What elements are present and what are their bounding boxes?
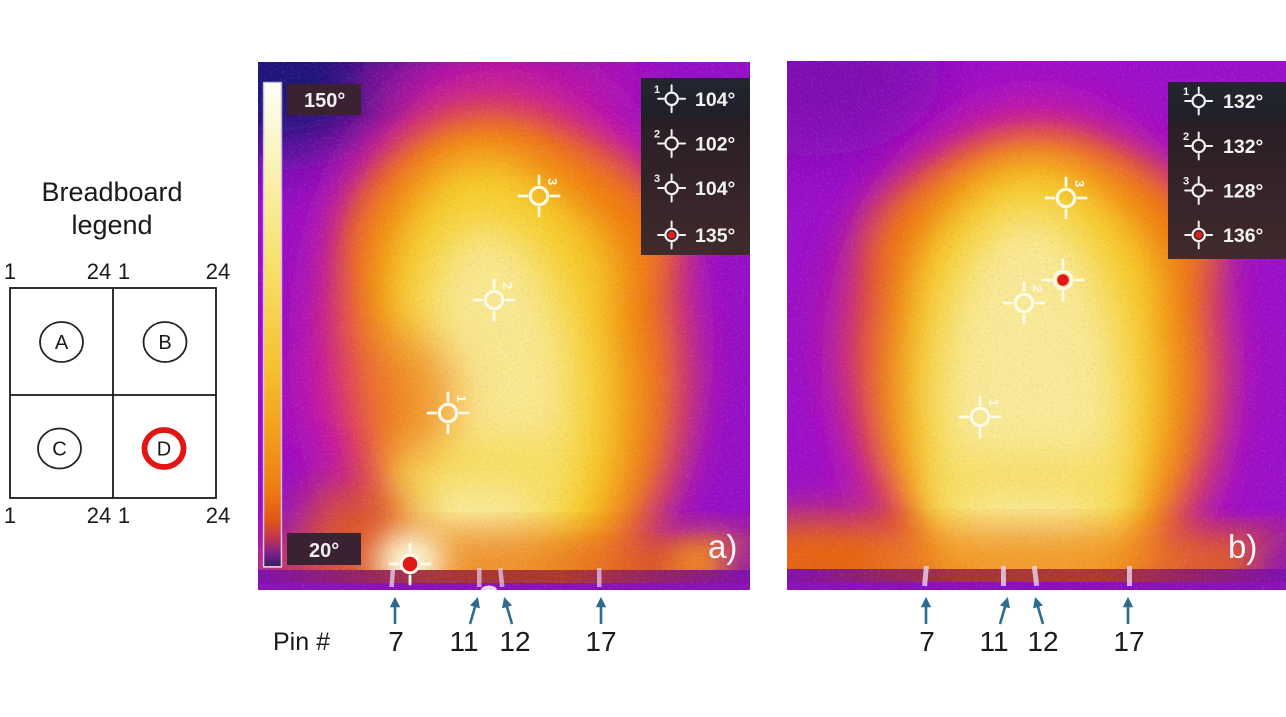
svg-text:3: 3 (1072, 180, 1087, 187)
svg-text:b): b) (1228, 528, 1257, 565)
svg-text:2: 2 (1030, 285, 1045, 292)
svg-text:3: 3 (654, 173, 660, 185)
svg-text:1: 1 (118, 259, 130, 284)
svg-text:150°: 150° (304, 90, 345, 112)
svg-text:24: 24 (206, 259, 230, 284)
svg-text:2: 2 (654, 129, 660, 141)
svg-text:136°: 136° (1223, 225, 1263, 247)
svg-text:a): a) (708, 528, 737, 565)
svg-text:132°: 132° (1223, 136, 1263, 158)
svg-text:1: 1 (454, 395, 469, 402)
svg-text:24: 24 (206, 503, 230, 528)
svg-text:C: C (52, 439, 66, 461)
svg-text:1: 1 (118, 503, 130, 528)
svg-text:A: A (55, 332, 69, 354)
svg-text:24: 24 (87, 503, 111, 528)
svg-text:132°: 132° (1223, 91, 1263, 113)
svg-text:1: 1 (4, 259, 16, 284)
svg-text:102°: 102° (695, 134, 735, 156)
svg-text:3: 3 (545, 178, 560, 185)
svg-text:2: 2 (500, 282, 515, 289)
svg-text:1: 1 (986, 399, 1001, 406)
svg-text:D: D (157, 439, 171, 461)
svg-text:24: 24 (87, 259, 111, 284)
svg-text:1: 1 (4, 503, 16, 528)
svg-text:3: 3 (1183, 176, 1189, 188)
svg-text:104°: 104° (695, 178, 735, 200)
svg-text:20°: 20° (309, 540, 339, 562)
svg-text:135°: 135° (695, 225, 735, 247)
svg-text:1: 1 (1183, 86, 1189, 98)
svg-text:1: 1 (654, 84, 660, 96)
svg-text:B: B (158, 332, 171, 354)
svg-text:104°: 104° (695, 89, 735, 111)
svg-text:128°: 128° (1223, 181, 1263, 203)
svg-text:2: 2 (1183, 131, 1189, 143)
